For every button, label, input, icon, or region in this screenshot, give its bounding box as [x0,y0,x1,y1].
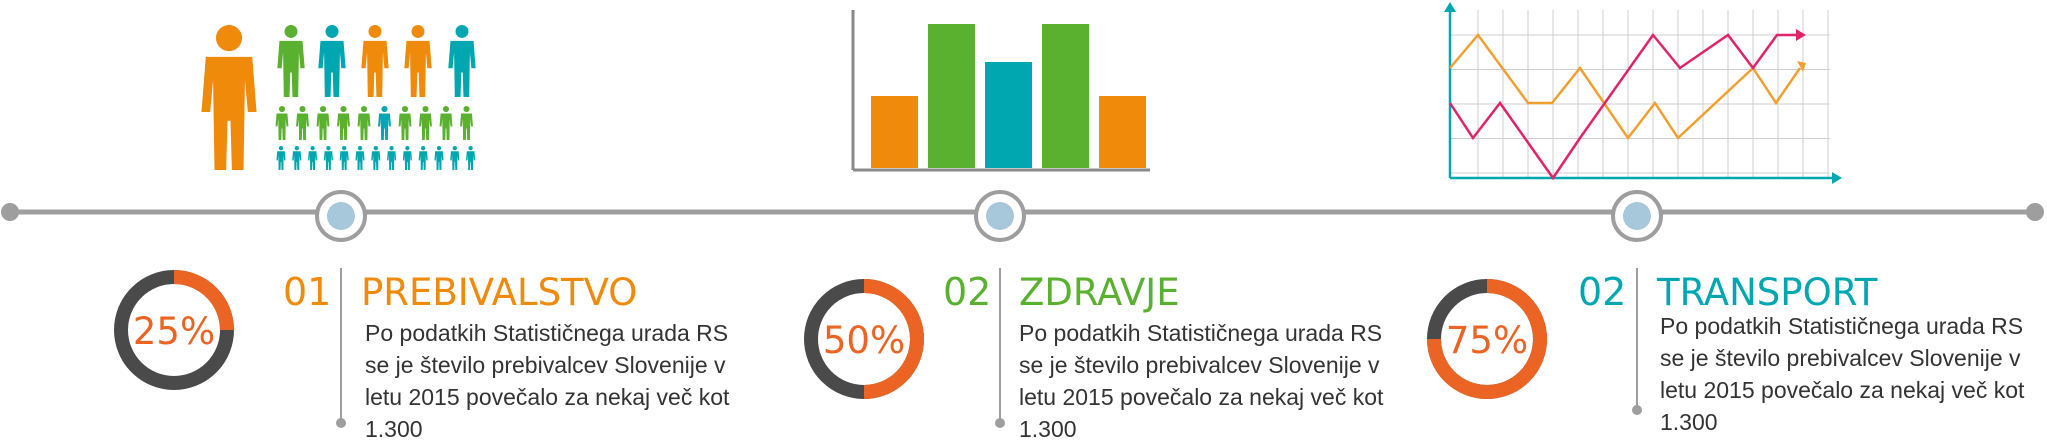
person-icon [275,106,289,140]
percent-label: 50% [823,319,905,362]
percent-label: 25% [133,310,215,353]
section-body-line: 1.300 [365,416,423,442]
people-group-icon [201,25,476,170]
section-body-line: Po podatkih Statističnega urada RS [1019,320,1382,346]
person-icon [460,106,473,140]
person-icon [357,106,371,140]
donut-progress [173,270,234,331]
section-divider-dot [336,418,346,428]
person-icon [276,146,286,170]
timeline-node [315,190,367,242]
line-chart-pink-arrow [1796,29,1806,41]
person-icon [292,146,302,170]
section-number: 02 [1578,270,1626,314]
person-icon [201,25,257,170]
person-icon [402,146,412,170]
person-icon [355,146,365,170]
person-icon [277,25,305,97]
section-zdravje: 50% 02 ZDRAVJE Po podatkih Statističnega… [804,268,1390,442]
person-icon [337,106,350,140]
section-body: Po podatkih Statističnega urada RS se je… [365,320,736,442]
person-icon [398,106,412,140]
line-chart-grid [1450,10,1830,178]
bar-chart-bar [871,96,918,168]
line-chart-x-arrow [1832,172,1842,184]
person-icon [339,146,349,170]
person-icon [323,146,333,170]
section-divider-dot [1632,405,1642,415]
section-body: Po podatkih Statističnega urada RS se je… [1019,320,1390,442]
timeline [1,190,2044,242]
bar-chart-bar [1099,96,1146,168]
section-title: PREBIVALSTVO [361,271,637,314]
section-transport: 75% 02 TRANSPORT Po podatkih Statistične… [1427,268,2031,435]
line-chart-orange-arrow [1797,61,1806,72]
timeline-start-dot [1,203,19,221]
line-chart-y-arrow [1444,2,1456,12]
person-icon [361,25,389,97]
bar-chart-bar [985,62,1032,168]
section-body-line: Po podatkih Statističnega urada RS [365,320,728,346]
section-body: Po podatkih Statističnega urada RS se je… [1660,313,2031,435]
line-chart-series-orange [1449,32,1802,141]
section-body-line: 1.300 [1660,409,1718,435]
person-icon [418,146,428,170]
section-title: TRANSPORT [1656,271,1878,314]
section-body-line: se je število prebivalcev Slovenije v [365,352,726,378]
section-body-line: letu 2015 povečalo za nekaj več kot [365,384,730,410]
donut-progress [863,279,924,399]
percent-donut: 75% [1427,279,1547,399]
person-icon [466,146,476,170]
person-icon [296,106,309,140]
person-icon [387,146,397,170]
percent-label: 75% [1446,319,1528,362]
person-icon [439,106,453,140]
timeline-node [974,190,1026,242]
person-icon [371,146,381,170]
person-icon [434,146,444,170]
section-number: 01 [283,270,331,314]
bar-chart-icon [851,10,1150,172]
section-prebivalstvo: 25% 01 PREBIVALSTVO Po podatkih Statisti… [114,268,736,442]
person-icon [316,106,330,140]
section-body-line: Po podatkih Statističnega urada RS [1660,313,2023,339]
person-icon [448,25,476,97]
section-number: 02 [943,270,991,314]
person-icon [318,25,346,97]
section-title: ZDRAVJE [1019,271,1180,314]
person-icon [419,106,432,140]
line-chart-series-pink [1448,32,1800,181]
section-divider-dot [995,418,1005,428]
bar-chart-bar [928,24,975,168]
section-body-line: se je število prebivalcev Slovenije v [1019,352,1380,378]
person-icon [378,106,391,140]
person-icon [308,146,318,170]
line-chart-icon [1444,2,1842,184]
donut-progress [1427,279,1547,399]
section-body-line: 1.300 [1019,416,1077,442]
timeline-end-dot [2026,203,2044,221]
timeline-node [1611,190,1663,242]
section-body-line: letu 2015 povečalo za nekaj več kot [1660,377,2025,403]
person-icon [404,25,432,97]
percent-donut: 50% [804,279,924,399]
section-body-line: letu 2015 povečalo za nekaj več kot [1019,384,1384,410]
bar-chart-bar [1042,24,1089,168]
person-icon [450,146,460,170]
percent-donut: 25% [114,270,234,390]
section-body-line: se je število prebivalcev Slovenije v [1660,345,2021,371]
